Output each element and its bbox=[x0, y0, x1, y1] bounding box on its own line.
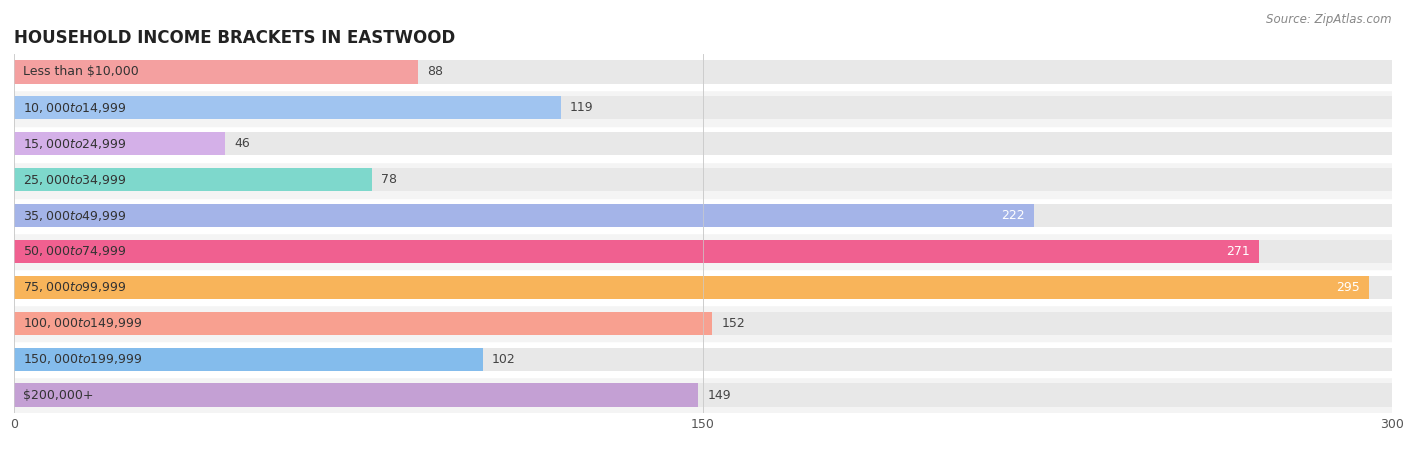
Bar bbox=[14, 60, 418, 84]
Bar bbox=[14, 341, 1392, 377]
Bar bbox=[14, 312, 1392, 335]
Text: Less than $10,000: Less than $10,000 bbox=[24, 66, 139, 78]
Bar bbox=[14, 204, 1392, 227]
Text: $35,000 to $49,999: $35,000 to $49,999 bbox=[24, 208, 127, 223]
Text: $200,000+: $200,000+ bbox=[24, 389, 94, 401]
Bar bbox=[14, 276, 1369, 299]
Text: 119: 119 bbox=[569, 101, 593, 114]
Text: 295: 295 bbox=[1336, 281, 1360, 294]
Text: $10,000 to $14,999: $10,000 to $14,999 bbox=[24, 101, 127, 115]
Text: 102: 102 bbox=[492, 353, 516, 365]
Bar bbox=[14, 132, 225, 155]
Bar bbox=[14, 132, 1392, 155]
Text: 152: 152 bbox=[721, 317, 745, 330]
Bar bbox=[14, 383, 699, 407]
Bar bbox=[14, 60, 1392, 84]
Text: $50,000 to $74,999: $50,000 to $74,999 bbox=[24, 244, 127, 259]
Bar bbox=[14, 269, 1392, 305]
Bar bbox=[14, 312, 713, 335]
Bar bbox=[14, 90, 1392, 126]
Bar bbox=[14, 377, 1392, 413]
Text: 78: 78 bbox=[381, 173, 398, 186]
Bar bbox=[14, 198, 1392, 233]
Bar bbox=[14, 54, 1392, 90]
Bar bbox=[14, 126, 1392, 162]
Bar bbox=[14, 168, 373, 191]
Text: 46: 46 bbox=[235, 137, 250, 150]
Text: $15,000 to $24,999: $15,000 to $24,999 bbox=[24, 136, 127, 151]
Bar bbox=[14, 305, 1392, 341]
Text: HOUSEHOLD INCOME BRACKETS IN EASTWOOD: HOUSEHOLD INCOME BRACKETS IN EASTWOOD bbox=[14, 29, 456, 47]
Bar bbox=[14, 240, 1258, 263]
Text: $100,000 to $149,999: $100,000 to $149,999 bbox=[24, 316, 142, 330]
Text: $25,000 to $34,999: $25,000 to $34,999 bbox=[24, 172, 127, 187]
Text: 271: 271 bbox=[1226, 245, 1250, 258]
Text: $150,000 to $199,999: $150,000 to $199,999 bbox=[24, 352, 142, 366]
Bar bbox=[14, 383, 1392, 407]
Bar bbox=[14, 240, 1392, 263]
Bar bbox=[14, 96, 1392, 119]
Bar bbox=[14, 276, 1392, 299]
Bar bbox=[14, 348, 482, 371]
Bar bbox=[14, 162, 1392, 198]
Bar bbox=[14, 168, 1392, 191]
Text: Source: ZipAtlas.com: Source: ZipAtlas.com bbox=[1267, 13, 1392, 26]
Text: 88: 88 bbox=[427, 66, 443, 78]
Bar bbox=[14, 348, 1392, 371]
Text: $75,000 to $99,999: $75,000 to $99,999 bbox=[24, 280, 127, 295]
Bar bbox=[14, 204, 1033, 227]
Text: 222: 222 bbox=[1001, 209, 1025, 222]
Bar bbox=[14, 96, 561, 119]
Bar bbox=[14, 233, 1392, 269]
Text: 149: 149 bbox=[707, 389, 731, 401]
